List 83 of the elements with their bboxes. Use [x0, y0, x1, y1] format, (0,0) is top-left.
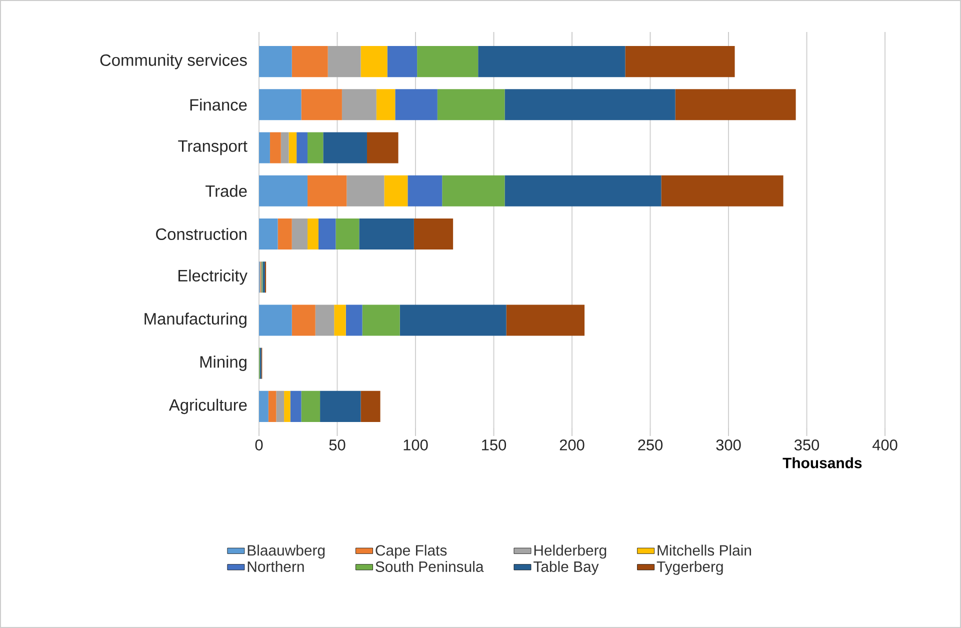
bar — [625, 46, 735, 78]
legend-label: Blaauwberg — [248, 544, 325, 559]
bar — [280, 132, 289, 164]
x-tick-label: 150 — [482, 440, 506, 450]
bar — [259, 218, 278, 250]
bar — [290, 390, 302, 422]
y-tick-label: Community services — [100, 54, 247, 70]
y-tick-label: Agriculture — [168, 398, 247, 414]
bar — [292, 46, 328, 78]
legend-label: Helderberg — [534, 544, 606, 559]
bar — [362, 304, 400, 336]
bar — [315, 304, 334, 336]
bar — [308, 132, 324, 164]
bar — [414, 218, 454, 250]
y-tick-label: Electricity — [178, 269, 248, 285]
bar — [360, 390, 380, 422]
bar — [478, 46, 626, 78]
bar — [661, 175, 784, 206]
bar — [259, 132, 270, 164]
bar — [318, 218, 336, 250]
bar — [366, 132, 398, 164]
bar — [292, 218, 308, 250]
x-tick-label: 100 — [404, 440, 428, 450]
y-tick-label: Mining — [200, 356, 246, 371]
bar — [384, 175, 408, 206]
legend-label: Tygerberg — [656, 561, 723, 575]
bar — [284, 390, 290, 422]
bar — [288, 132, 297, 164]
y-tick-label: Manufacturing — [144, 312, 246, 328]
bar — [387, 46, 418, 78]
x-tick-label: 200 — [560, 440, 584, 450]
bar — [346, 175, 384, 206]
x-tick-label: 300 — [716, 440, 741, 450]
bar — [308, 175, 347, 206]
bar — [408, 175, 442, 206]
bar — [320, 390, 361, 422]
bar — [301, 390, 320, 422]
legend-label: Cape Flats — [376, 544, 447, 559]
bar — [268, 390, 276, 422]
legend-label: Mitchells Plain — [658, 544, 752, 556]
bar — [342, 89, 376, 120]
bar — [504, 175, 662, 206]
bar — [504, 89, 676, 120]
x-tick-label: 50 — [329, 440, 346, 450]
bar — [308, 218, 318, 250]
bar — [417, 46, 478, 78]
bar — [437, 89, 505, 120]
bar — [395, 89, 438, 120]
bar — [259, 390, 268, 422]
y-tick-label: Transport — [178, 140, 248, 156]
bar — [323, 132, 367, 164]
bar — [278, 218, 292, 250]
bar — [346, 304, 362, 336]
x-axis-title: Thousands — [782, 457, 862, 468]
bar — [296, 132, 308, 164]
bar — [259, 304, 292, 336]
bar — [334, 304, 346, 336]
legend-label: Table Bay — [534, 561, 599, 575]
legend-label: Northern — [248, 561, 304, 572]
bar — [301, 89, 342, 120]
x-tick-label: 0 — [255, 440, 263, 450]
bar — [276, 390, 284, 422]
x-tick-label: 400 — [872, 440, 898, 450]
bar — [270, 132, 281, 164]
bar — [442, 175, 505, 206]
y-tick-label: Finance — [190, 98, 247, 111]
bar — [360, 46, 388, 78]
y-tick-label: Trade — [206, 184, 247, 197]
y-tick-label: Construction — [156, 228, 246, 240]
x-tick-label: 250 — [638, 440, 663, 450]
bar — [328, 46, 361, 78]
bar — [259, 46, 292, 78]
legend-label: South Peninsula — [376, 561, 484, 572]
bar — [259, 175, 308, 206]
bar — [506, 304, 585, 336]
bar — [400, 304, 506, 336]
bar — [675, 89, 796, 120]
x-tick-label: 350 — [794, 440, 820, 450]
bar — [359, 218, 414, 250]
bar — [336, 218, 360, 250]
bar — [259, 89, 302, 120]
bar — [376, 89, 396, 120]
bar — [292, 304, 316, 336]
